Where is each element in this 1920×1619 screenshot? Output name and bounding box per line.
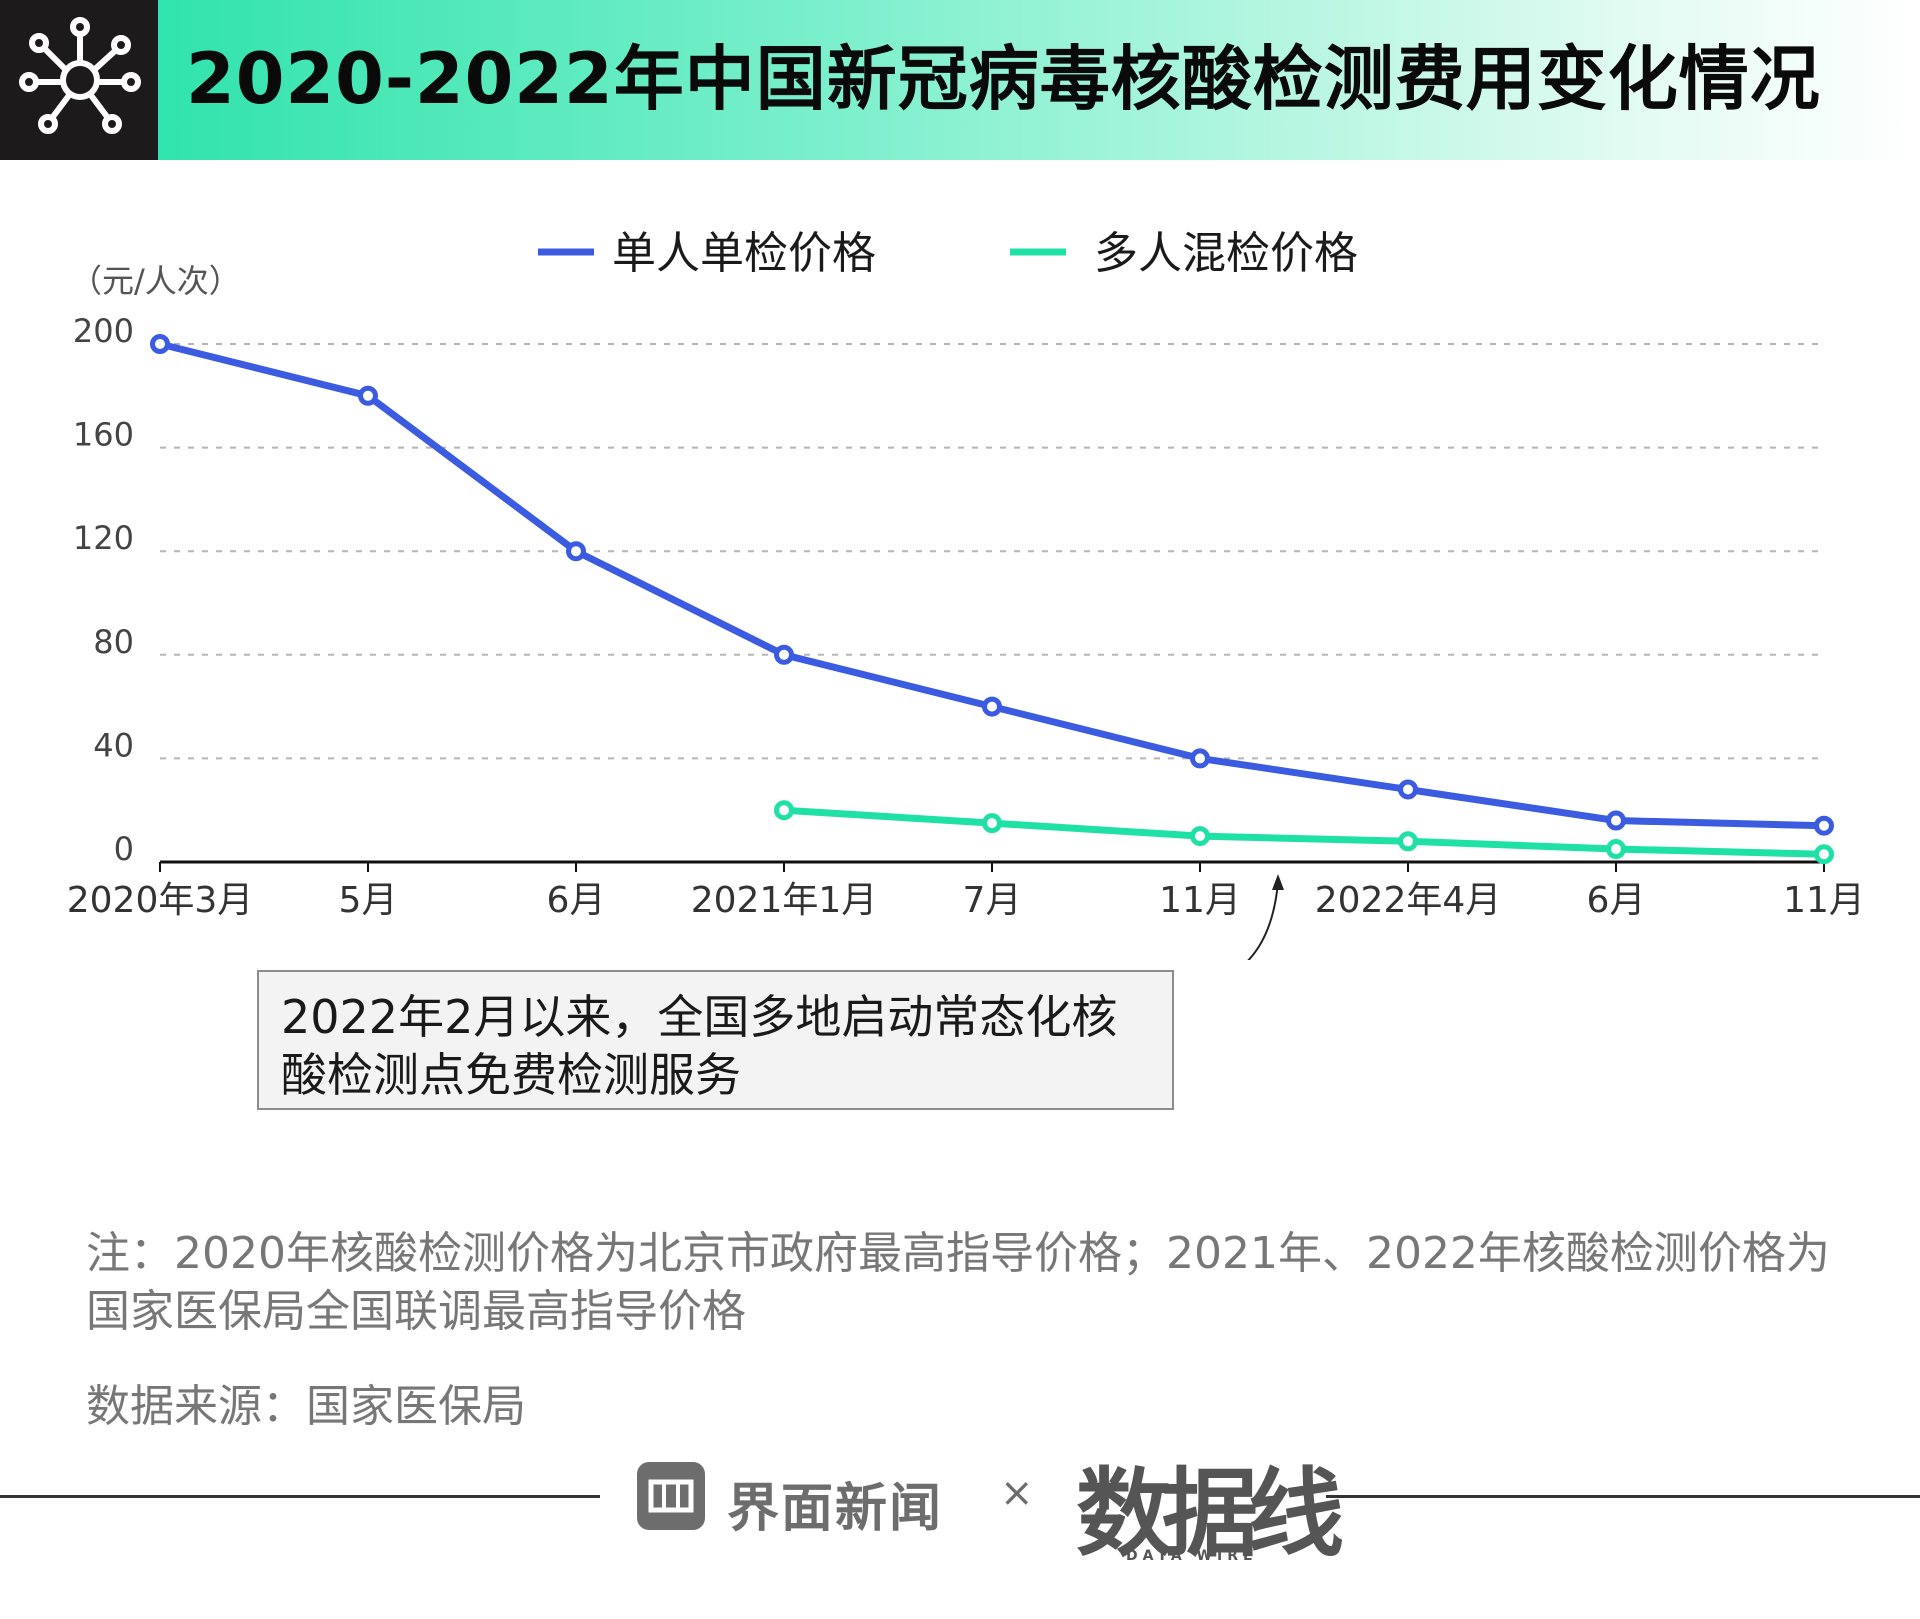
x-axis-ticks: 2020年3月 5月 6月 2021年1月 7月 11月 2022年4月 6月 11月: [67, 862, 1865, 921]
chart-note: 注：2020年核酸检测价格为北京市政府最高指导价格；2021年、2022年核酸检…: [86, 1228, 1830, 1337]
data-point-single: [566, 541, 586, 562]
x-tick-label: 11月: [1783, 880, 1865, 921]
x-tick-label: 5月: [339, 880, 398, 921]
data-point-pooled: [1398, 831, 1418, 852]
data-point-single: [774, 644, 794, 665]
x-tick-label: 2021年1月: [691, 880, 878, 921]
annotation-line-1: 2022年2月以来，全国多地启动常态化核: [281, 990, 1118, 1044]
y-tick-label: 200: [73, 312, 134, 350]
page-title: 2020-2022年中国新冠病毒核酸检测费用变化情况: [186, 38, 1821, 120]
y-tick-label: 0: [114, 830, 134, 868]
x-tick-label: 11月: [1159, 880, 1241, 921]
chart-series: [150, 334, 1834, 865]
footer-divider-left: [0, 1495, 600, 1498]
datawire-logo-sub: DATA WIRE: [1126, 1548, 1258, 1564]
data-point-single: [1190, 748, 1210, 769]
series-line-single: [156, 340, 1828, 830]
data-point-single: [358, 385, 378, 406]
annotation-callout: 2022年2月以来，全国多地启动常态化核 酸检测点免费检测服务: [257, 970, 1174, 1110]
y-tick-label: 40: [93, 726, 134, 764]
data-point-pooled: [982, 813, 1002, 834]
footer-divider-right: [1326, 1495, 1920, 1498]
data-point-pooled: [1814, 844, 1834, 865]
jiemian-logo-icon: [637, 1462, 705, 1530]
chart-legend: 单人单检价格 多人混检价格: [538, 228, 1358, 279]
x-tick-label: 6月: [547, 880, 606, 921]
footer-times: ×: [1000, 1470, 1034, 1516]
footer-brand: 界面新闻: [727, 1479, 944, 1539]
data-point-single: [1814, 815, 1834, 836]
annotation-line-2: 酸检测点免费检测服务: [281, 1048, 741, 1102]
chart-grid: [160, 343, 1824, 864]
x-tick-label: 7月: [963, 880, 1022, 921]
data-point-single: [1398, 779, 1418, 800]
x-tick-label: 6月: [1587, 880, 1646, 921]
legend-label-single: 单人单检价格: [612, 228, 876, 279]
line-chart: 单人单检价格 多人混检价格 （元/人次） 0 40 80 120 160 200 2020…: [67, 228, 1865, 960]
data-point-single: [982, 696, 1002, 717]
x-tick-label: 2020年3月: [67, 880, 254, 921]
series-line-pooled: [780, 806, 1828, 858]
data-source: 数据来源：国家医保局: [86, 1381, 526, 1432]
virus-network-icon: [19, 17, 141, 134]
header-icon-box: [0, 0, 158, 160]
y-tick-label: 120: [73, 519, 134, 557]
data-point-pooled: [1606, 839, 1626, 860]
data-point-single: [150, 334, 170, 354]
y-tick-label: 80: [93, 623, 134, 661]
y-axis-unit: （元/人次）: [70, 262, 241, 300]
data-point-single: [1606, 810, 1626, 831]
y-axis-ticks: 0 40 80 120 160 200: [73, 312, 134, 868]
data-point-pooled: [774, 800, 794, 821]
datawire-logo: 数据线: [1076, 1458, 1344, 1570]
legend-label-pooled: 多人混检价格: [1094, 228, 1358, 279]
x-tick-label: 2022年4月: [1315, 880, 1502, 921]
header-banner: 2020-2022年中国新冠病毒核酸检测费用变化情况: [0, 0, 1920, 160]
annotation-arrow: [1247, 874, 1284, 960]
data-point-pooled: [1190, 826, 1210, 847]
y-tick-label: 160: [73, 416, 134, 454]
